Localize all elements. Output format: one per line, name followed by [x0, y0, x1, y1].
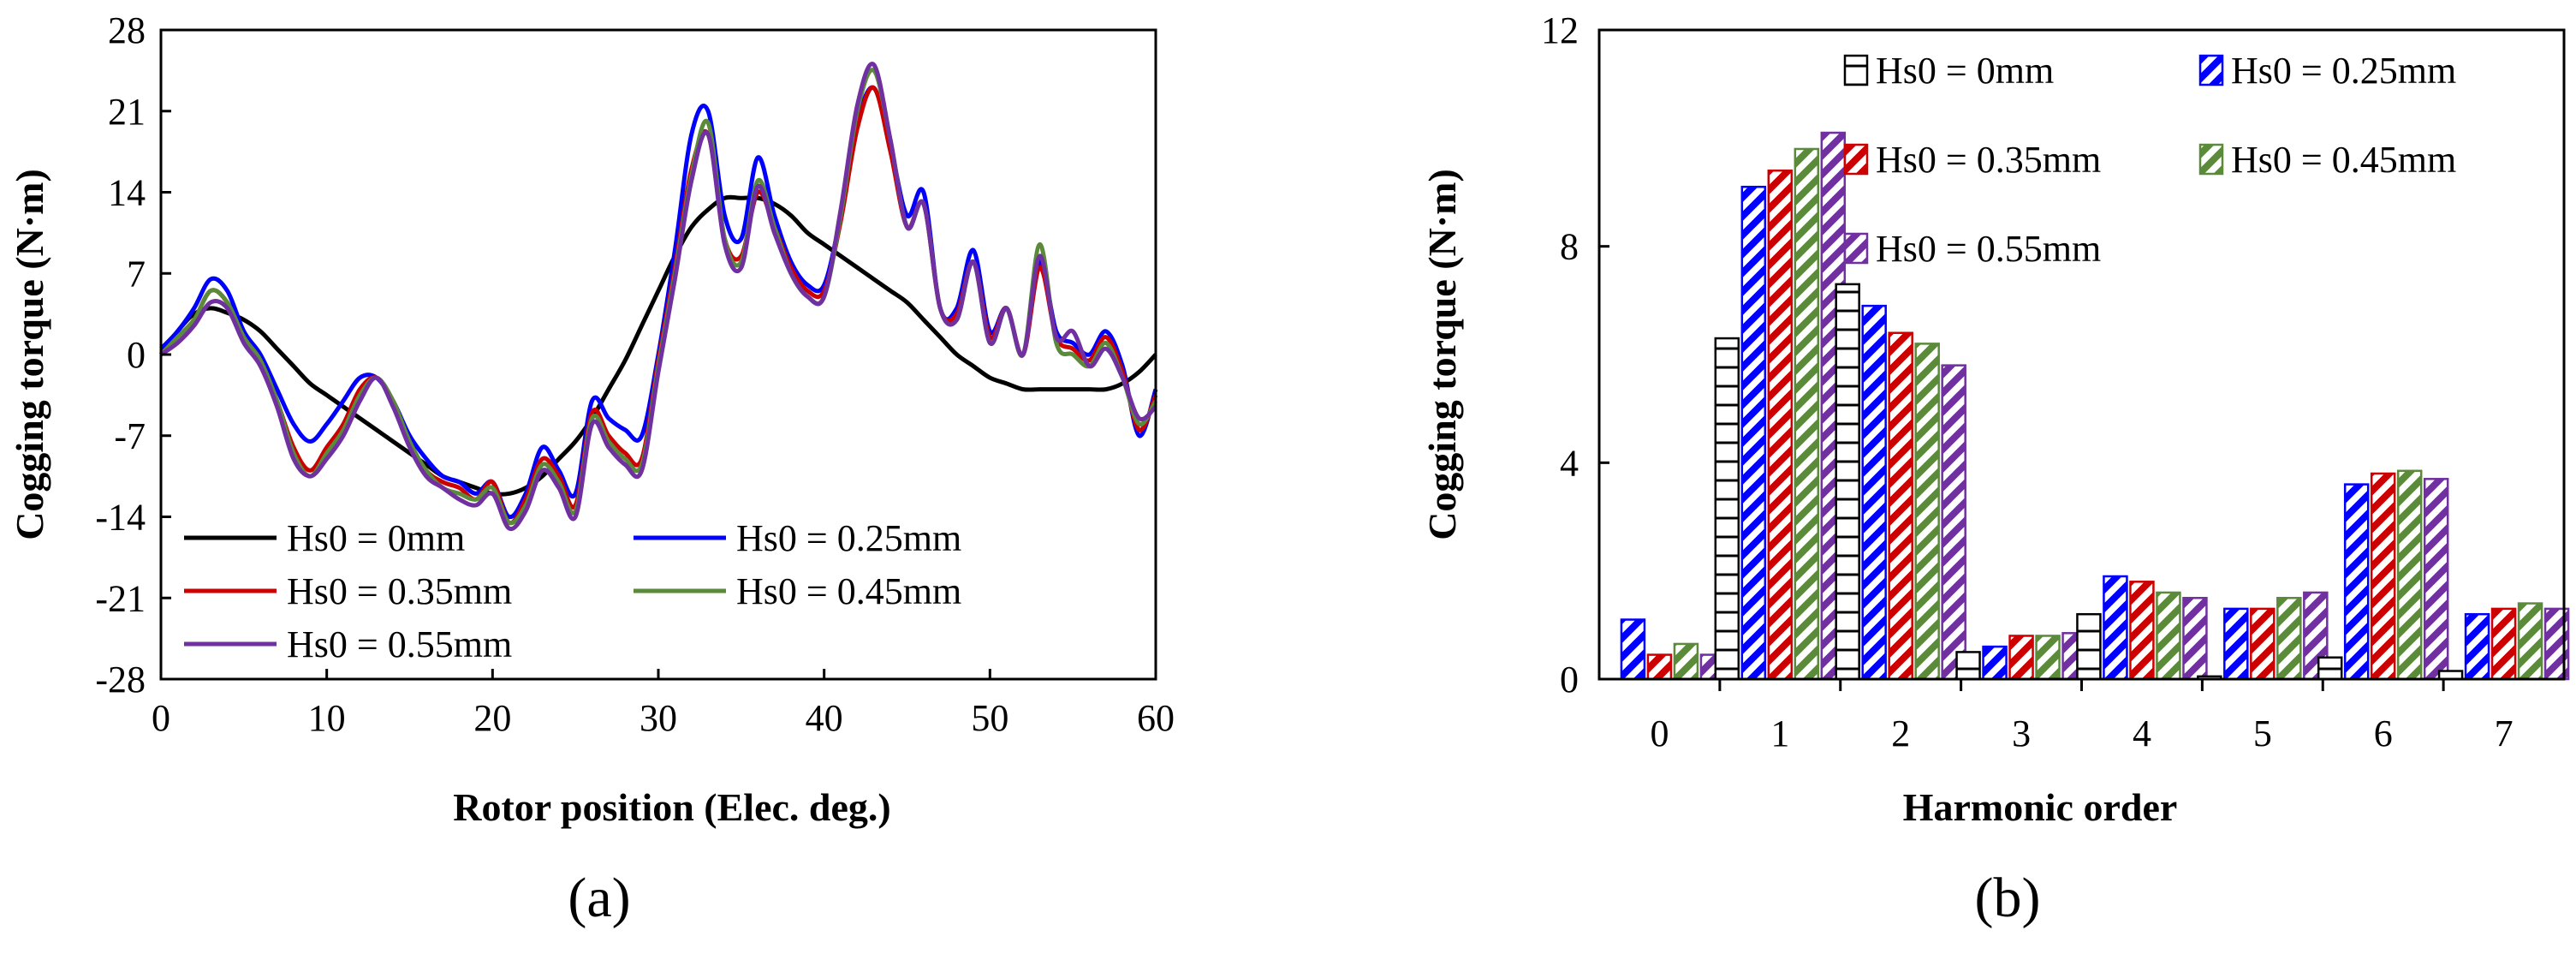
- bar-h1-s0: [1714, 337, 1740, 681]
- bar-h0-s1: [1620, 618, 1646, 681]
- bar-h3-s1: [1982, 645, 2008, 681]
- bar-h0-s2: [1646, 653, 1673, 681]
- legend-swatch: [1843, 232, 1869, 265]
- bar-h2-s1: [1861, 304, 1887, 681]
- bar-h5-s2: [2250, 607, 2276, 681]
- x-tick-label: 7: [2495, 713, 2514, 754]
- y-tick-label: -14: [95, 497, 146, 539]
- y-axis-ticks: 0 4 8 12: [1541, 9, 1609, 701]
- legend-swatch: [1843, 54, 1869, 86]
- legend-label: Hs0 = 0.45mm: [736, 570, 961, 612]
- bar-h7-s1: [2464, 612, 2490, 681]
- legend-label: Hs0 = 0.35mm: [1876, 139, 2101, 181]
- legend-label: Hs0 = 0.25mm: [736, 517, 961, 559]
- x-tick-label: 2: [1891, 713, 1910, 754]
- legend-label: Hs0 = 0.55mm: [1876, 228, 2101, 270]
- series-line-4: [159, 62, 1157, 532]
- legend-label: Hs0 = 0mm: [287, 517, 465, 559]
- bar-h1-s3: [1794, 147, 1820, 681]
- y-tick-label: 4: [1560, 442, 1579, 484]
- y-tick-label: -21: [95, 577, 146, 619]
- x-tick-label: 40: [806, 697, 843, 739]
- line-series-group: [158, 62, 1158, 532]
- bar-h7-s2: [2490, 607, 2517, 681]
- x-tick-label: 4: [2133, 713, 2151, 754]
- bar-h4-s4: [2182, 597, 2208, 681]
- y-tick-label: 7: [127, 253, 146, 295]
- legend: Hs0 = 0mm Hs0 = 0.25mm Hs0 = 0.35mm Hs0 = 0…: [184, 517, 961, 665]
- series-line-3: [159, 68, 1158, 526]
- bar-h4-s0: [2076, 612, 2102, 681]
- y-tick-label: 14: [108, 172, 146, 214]
- bar-h2-s2: [1888, 331, 1913, 681]
- bar-h1-s1: [1740, 185, 1767, 681]
- bar-h4-s1: [2103, 575, 2128, 681]
- x-tick-label: 0: [1650, 713, 1669, 754]
- y-tick-label: 0: [127, 334, 146, 376]
- bar-h4-s3: [2156, 591, 2181, 681]
- bar-h1-s2: [1767, 169, 1794, 681]
- bar-h0-s3: [1673, 642, 1699, 681]
- y-tick-label: -7: [114, 415, 146, 457]
- series-line-2: [159, 85, 1158, 526]
- legend-label: Hs0 = 0.25mm: [2231, 50, 2456, 92]
- y-axis-label: Cogging torque (N·m): [1420, 169, 1464, 540]
- legend: Hs0 = 0mm Hs0 = 0.25mm Hs0 = 0.35mm Hs0 = 0…: [1843, 50, 2456, 270]
- y-tick-label: 12: [1541, 9, 1579, 51]
- bar-h7-s3: [2517, 602, 2543, 681]
- legend-label: Hs0 = 0mm: [1876, 50, 2054, 92]
- bar-h6-s0: [2317, 656, 2343, 681]
- legend-label: Hs0 = 0.55mm: [287, 623, 512, 665]
- x-tick-label: 50: [971, 697, 1008, 739]
- bar-h6-s1: [2343, 483, 2370, 681]
- panel-label: (b): [1975, 867, 2041, 929]
- x-axis-ticks: 0 1 2 3 4 5 6 7: [1650, 679, 2514, 754]
- bar-h3-s2: [2008, 635, 2034, 681]
- panel-a-line-chart: 0 10 20 30 40 50 60 -28 -21 -14 -7 0 7 14 21 28 Rotor …: [8, 9, 1175, 929]
- legend-label: Hs0 = 0.45mm: [2231, 139, 2456, 181]
- x-axis-ticks: 0 10 20 30 40 50 60: [152, 669, 1175, 739]
- bar-h5-s3: [2276, 597, 2302, 681]
- bar-h3-s3: [2035, 635, 2061, 681]
- bar-h4-s2: [2129, 581, 2155, 681]
- y-tick-label: 21: [108, 91, 146, 133]
- series-line-0: [158, 194, 1157, 497]
- x-tick-label: 6: [2374, 713, 2393, 754]
- bar-h2-s3: [1914, 343, 1940, 681]
- legend-swatch: [2198, 143, 2224, 176]
- bar-group: [1620, 131, 2570, 681]
- x-tick-label: 0: [152, 697, 170, 739]
- y-tick-label: 28: [108, 9, 146, 51]
- bar-h6-s2: [2370, 472, 2396, 681]
- y-tick-label: 0: [1560, 659, 1579, 701]
- series-line-1: [159, 85, 1158, 520]
- y-tick-label: 8: [1560, 226, 1579, 268]
- bar-h6-s3: [2396, 469, 2423, 681]
- legend-label: Hs0 = 0.35mm: [287, 570, 512, 612]
- x-tick-label: 20: [473, 697, 511, 739]
- bar-h3-s0: [1955, 651, 1981, 681]
- x-tick-label: 5: [2253, 713, 2272, 754]
- panel-label: (a): [568, 867, 630, 929]
- x-tick-label: 3: [2012, 713, 2031, 754]
- x-tick-label: 1: [1770, 713, 1789, 754]
- x-tick-label: 60: [1137, 697, 1175, 739]
- legend-swatch: [1843, 143, 1869, 176]
- bar-h6-s4: [2423, 478, 2449, 681]
- y-axis-ticks: -28 -21 -14 -7 0 7 14 21 28: [95, 9, 171, 701]
- x-axis-label: Harmonic order: [1903, 785, 2178, 829]
- legend-swatch: [2198, 54, 2224, 86]
- x-tick-label: 10: [308, 697, 346, 739]
- x-axis-label: Rotor position (Elec. deg.): [453, 785, 891, 829]
- bar-h2-s0: [1835, 283, 1860, 681]
- y-tick-label: -28: [95, 659, 146, 701]
- y-axis-label: Cogging torque (N·m): [8, 169, 51, 540]
- bar-h5-s1: [2223, 607, 2249, 681]
- bar-h2-s4: [1941, 364, 1966, 681]
- x-tick-label: 30: [640, 697, 677, 739]
